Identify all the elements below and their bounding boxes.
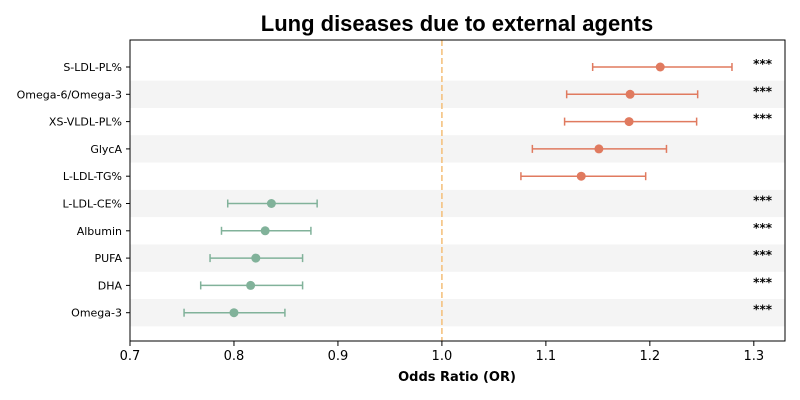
significance-marker: *** — [753, 194, 773, 208]
row-label: XS-VLDL-PL% — [49, 116, 122, 129]
forest-row: DHA *** — [98, 275, 773, 292]
x-tick-label: 0.7 — [120, 349, 141, 364]
point-estimate — [594, 144, 604, 154]
significance-marker: *** — [753, 303, 773, 317]
row-band — [130, 135, 785, 163]
forest-row: Albumin *** — [77, 221, 773, 238]
row-label: L-LDL-TG% — [63, 170, 122, 183]
x-tick-label: 1.3 — [743, 349, 764, 364]
forest-rows: S-LDL-PL% ***Omega-6/Omega-3 ***XS-VLDL-PL… — [17, 57, 773, 320]
row-label: Albumin — [77, 225, 122, 238]
row-label: Omega-3 — [71, 307, 122, 320]
forest-row: Omega-6/Omega-3 *** — [17, 84, 773, 101]
forest-row: PUFA *** — [94, 248, 772, 265]
row-label: GlycA — [90, 143, 122, 156]
point-estimate — [266, 199, 276, 208]
forest-row: S-LDL-PL% *** — [63, 57, 772, 74]
row-label: S-LDL-PL% — [63, 61, 122, 74]
significance-marker: *** — [753, 275, 773, 289]
x-tick-label: 1.2 — [639, 349, 660, 364]
x-tick-label: 0.8 — [224, 349, 245, 364]
point-estimate — [624, 117, 634, 127]
forest-row: L-LDL-CE% *** — [63, 194, 773, 211]
point-estimate — [625, 89, 635, 99]
x-tick-label: 1.0 — [432, 349, 453, 364]
point-estimate — [251, 253, 261, 263]
significance-marker: *** — [753, 248, 773, 262]
point-estimate — [576, 171, 586, 181]
point-estimate — [246, 280, 256, 290]
significance-marker: *** — [753, 221, 773, 235]
significance-marker: *** — [753, 112, 773, 126]
significance-marker: *** — [753, 84, 773, 98]
point-estimate — [229, 308, 239, 318]
forest-row: L-LDL-TG% — [63, 170, 647, 183]
row-label: Omega-6/Omega-3 — [17, 88, 122, 101]
forest-row: Omega-3 *** — [71, 303, 773, 320]
x-axis: 0.7 0.8 0.9 1.0 1.1 1.2 1.3 — [120, 341, 764, 364]
chart-title: Lung diseases due to external agents — [261, 11, 653, 36]
x-tick-label: 0.9 — [328, 349, 349, 364]
forest-row: GlycA — [90, 143, 668, 156]
row-label: PUFA — [94, 252, 122, 265]
forest-row: XS-VLDL-PL% *** — [49, 112, 773, 129]
plot-frame — [129, 39, 786, 342]
significance-marker: *** — [753, 57, 773, 71]
x-tick-label: 1.1 — [536, 349, 557, 364]
x-axis-label: Odds Ratio (OR) — [398, 370, 516, 385]
point-estimate — [260, 226, 270, 236]
point-estimate — [655, 62, 665, 72]
row-label: DHA — [98, 279, 123, 292]
row-label: L-LDL-CE% — [63, 198, 123, 211]
